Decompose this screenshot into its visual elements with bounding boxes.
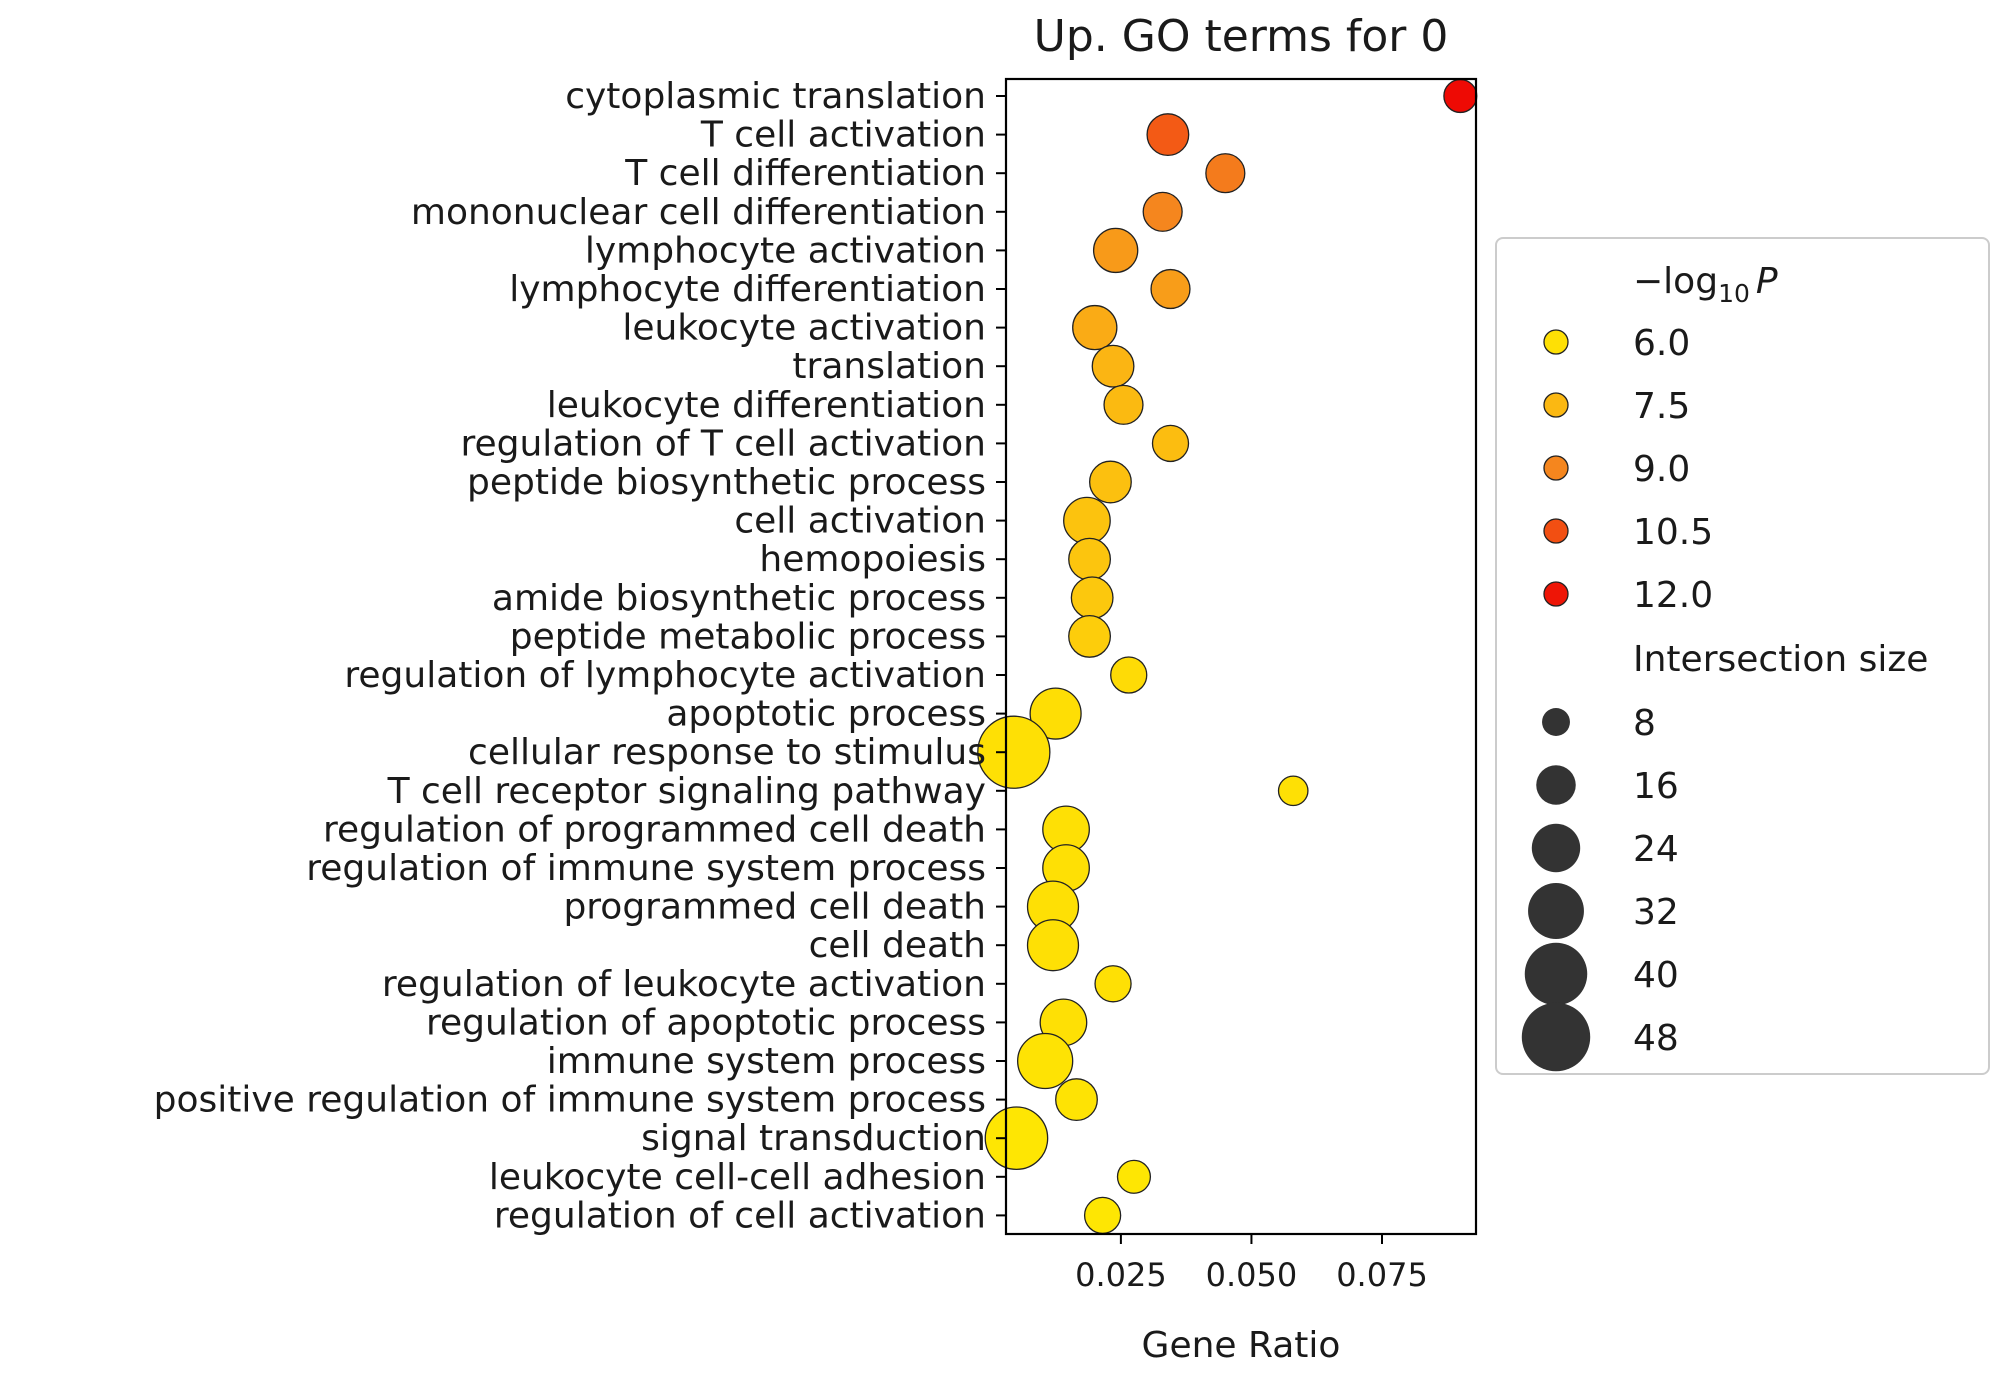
data-point [1103,384,1144,425]
color-legend-marker [1543,392,1569,418]
data-point [977,715,1051,789]
color-legend-label: 6.0 [1633,323,1690,364]
data-point [1068,537,1112,581]
y-tick-label: regulation of cell activation [494,1195,986,1236]
data-point [1055,1078,1098,1122]
legend-frame [1495,237,1990,1075]
size-legend-label: 16 [1633,766,1679,807]
data-point [1083,1196,1122,1235]
y-tick-label: lymphocyte activation [585,230,986,271]
y-tick-label: programmed cell death [563,887,986,928]
x-axis: 0.025 0.050 0.075 [1075,1234,1428,1294]
size-legend-marker [1542,708,1570,736]
y-tick-label: T cell receptor signaling pathway [387,771,986,812]
y-tick-label: T cell differentiation [624,153,986,194]
size-legend: 8 16 24 32 40 48 [1521,703,1679,1072]
data-point [1110,656,1148,694]
size-legend-label: 40 [1633,955,1679,996]
y-tick-label: regulation of apoptotic process [426,1002,986,1043]
data-point [1142,191,1183,232]
y-tick-label: amide biosynthetic process [492,578,986,619]
data-point [1151,424,1190,463]
color-legend: 6.0 7.5 9.0 10.5 12.0 [1543,323,1713,616]
data-point [1068,614,1112,658]
x-tick-label: 0.050 [1206,1256,1298,1294]
color-legend-marker [1543,581,1569,607]
y-tick-label: hemopoiesis [759,539,986,580]
color-legend-title-variable: P [1756,261,1778,302]
color-legend-title-subscript: 10 [1718,279,1750,308]
y-tick-label: immune system process [547,1041,986,1082]
x-tick-label: 0.075 [1336,1256,1428,1294]
legend: −log10 P 6.0 7.5 9.0 10.5 12.0 Intersection s… [1495,237,1990,1075]
y-tick-label: regulation of T cell activation [460,423,986,464]
size-legend-label: 32 [1633,892,1679,933]
size-legend-marker [1521,1002,1591,1072]
data-point [1146,113,1190,157]
color-legend-label: 10.5 [1633,512,1713,553]
color-legend-label: 12.0 [1633,575,1713,616]
data-point [1088,460,1132,504]
color-legend-marker [1543,329,1569,355]
color-legend-marker [1543,518,1569,544]
y-tick-label: apoptotic process [666,694,986,735]
y-tick-label: lymphocyte differentiation [509,269,986,310]
axes-frame [1004,77,1478,1236]
y-tick-label: regulation of lymphocyte activation [344,655,986,696]
x-axis-label: Gene Ratio [1142,1325,1341,1366]
size-legend-label: 8 [1633,703,1656,744]
data-point [1017,1032,1074,1090]
y-tick-label: regulation of immune system process [306,848,986,889]
color-legend-marker [1543,455,1569,481]
y-tick-label: leukocyte cell-cell adhesion [489,1157,986,1198]
y-tick-label: peptide biosynthetic process [467,462,986,503]
y-tick-label: signal transduction [641,1118,986,1159]
size-legend-marker [1531,823,1581,873]
y-tick-label: cytoplasmic translation [565,76,986,117]
size-legend-marker [1524,942,1588,1006]
data-point [1029,687,1082,740]
size-legend-label: 24 [1633,829,1679,870]
color-legend-title-log: log [1663,261,1718,302]
y-tick-label: mononuclear cell differentiation [411,192,986,233]
data-point [1026,919,1080,972]
y-tick-label: T cell activation [700,115,986,156]
color-legend-label: 9.0 [1633,449,1690,490]
y-tick-label: positive regulation of immune system pro… [154,1080,986,1121]
data-point [1443,78,1478,114]
data-point [1072,304,1118,351]
color-legend-title-minus: − [1633,261,1663,302]
plot-area [977,78,1478,1235]
color-legend-title: −log10 P [1633,261,1778,308]
y-tick-label: leukocyte differentiation [547,385,986,426]
y-tick-label: leukocyte activation [622,308,986,349]
size-legend-title: Intersection size [1633,639,1928,680]
data-point [1277,775,1309,807]
data-point [1091,344,1135,388]
data-point [1070,576,1114,620]
size-legend-label: 48 [1633,1018,1679,1059]
data-point [1094,965,1132,1003]
y-tick-label: regulation of programmed cell death [323,809,986,850]
data-point [1092,227,1139,274]
color-legend-label: 7.5 [1633,386,1690,427]
data-point [984,1106,1049,1171]
chart-title: Up. GO terms for 0 [1034,11,1449,62]
y-tick-label: peptide metabolic process [510,616,986,657]
size-legend-marker [1528,883,1584,939]
x-tick-label: 0.025 [1075,1256,1167,1294]
data-point [1063,496,1111,545]
y-tick-label: cell activation [734,501,986,542]
data-point [1205,153,1246,194]
y-tick-label: cell death [809,925,986,966]
data-point [1150,268,1191,310]
y-tick-label: cellular response to stimulus [468,732,986,773]
y-tick-label: regulation of leukocyte activation [382,964,986,1005]
size-legend-marker [1536,765,1576,805]
y-tick-label: translation [792,346,986,387]
data-point [1116,1159,1152,1194]
